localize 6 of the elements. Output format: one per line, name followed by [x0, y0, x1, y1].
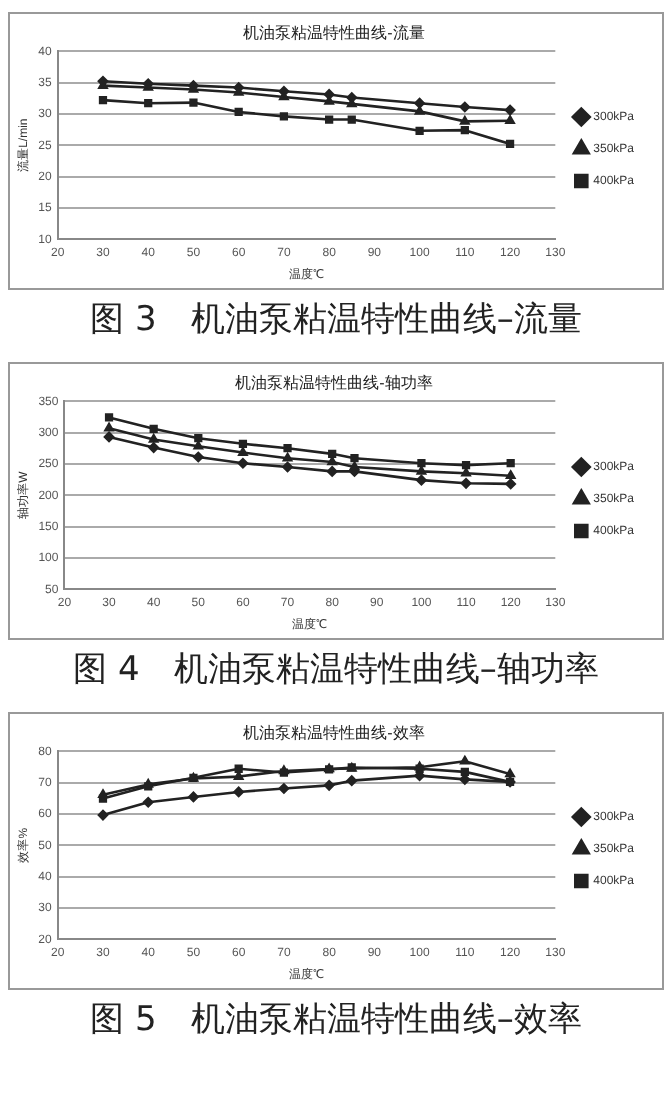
caption: 图 5 机油泵粘温特性曲线–效率	[88, 998, 584, 1044]
caption: 图 3 机油泵粘温特性曲线–流量	[88, 298, 584, 344]
caption: 图 4 机油泵粘温特性曲线–轴功率	[71, 648, 601, 694]
chart-title: 机油泵粘温特性曲线-流量	[243, 24, 425, 43]
chart-title: 机油泵粘温特性曲线-轴功率	[235, 374, 433, 393]
chart-title: 机油泵粘温特性曲线-效率	[243, 724, 425, 743]
